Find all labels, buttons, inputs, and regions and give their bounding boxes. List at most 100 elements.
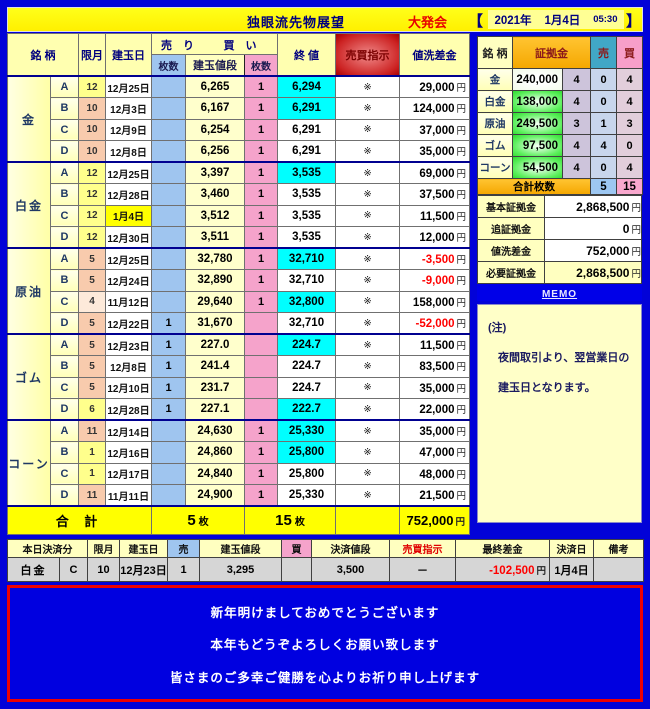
- contract-month-cell: 5: [78, 247, 106, 270]
- margin-header-margin: 証拠金: [512, 36, 591, 69]
- yen-unit: 円: [456, 125, 467, 137]
- diff-cell: -3,500 円: [399, 247, 471, 270]
- open-price-cell: 32,890: [185, 269, 245, 292]
- settle-date-cell: 1月4日: [549, 557, 594, 582]
- yen-unit: 円: [456, 233, 467, 244]
- close-price-cell: 6,291: [277, 140, 337, 163]
- row-label-cell: A: [50, 247, 79, 270]
- header-buy-qty: 枚数: [243, 54, 279, 77]
- header-commodity: 銘 柄: [7, 33, 79, 77]
- position-row: B 5 12月8日 1 241.4 224.7 ※ 83,500 円: [8, 355, 471, 378]
- close-price-cell: 25,800: [277, 462, 337, 485]
- sell-qty-cell: [151, 118, 186, 141]
- contract-month-cell: 12: [78, 161, 106, 184]
- summary-label: 値洗差金: [477, 239, 545, 262]
- diff-cell-value: 124,000: [412, 103, 455, 116]
- open-date-cell: 11月12日: [105, 290, 152, 313]
- summary-row: 追証拠金 0 円: [477, 217, 642, 240]
- position-row: B 12 12月28日 3,460 1 3,535 ※ 37,500 円: [8, 183, 471, 206]
- summary-value: 2,868,500 円: [544, 261, 642, 284]
- sell-qty-cell: [151, 441, 186, 464]
- greeting-line: 本年もどうぞよろしくお願い致します: [210, 638, 440, 652]
- buy-qty-cell: [243, 398, 279, 421]
- buy-qty-cell: 1: [243, 204, 279, 227]
- open-date-cell: 12月16日: [105, 441, 152, 464]
- contract-month-cell: 6: [78, 398, 106, 421]
- summary-value-value: 2,868,500: [576, 199, 630, 214]
- open-date-cell: 12月25日: [105, 75, 152, 98]
- row-label-cell: D: [50, 398, 79, 421]
- header-open-price: 建玉値段: [185, 54, 245, 77]
- diff-cell: 158,000 円: [399, 290, 471, 313]
- greeting-line: 新年明けましておめでとうございます: [210, 605, 440, 620]
- diff-cell: 37,000 円: [399, 118, 471, 141]
- position-row: C 5 12月10日 1 231.7 224.7 ※ 35,000 円: [8, 376, 471, 399]
- margin-amount-cell: 97,500: [512, 134, 563, 157]
- instruction-cell: ※: [335, 333, 401, 356]
- contract-month-cell: 5: [78, 355, 106, 378]
- yen-unit: 円: [456, 255, 467, 266]
- row-label-cell: A: [50, 419, 79, 442]
- instruction-cell: ※: [335, 441, 401, 464]
- totals-spacer: [335, 505, 401, 535]
- sell-qty-cell: [151, 419, 186, 442]
- margin-amount-cell: 240,000: [512, 68, 563, 91]
- contract-month-cell: 12: [78, 75, 106, 98]
- commodity-cell: ゴム: [7, 333, 51, 421]
- yen-unit: 円: [456, 491, 467, 502]
- close-price-cell: 3,535: [277, 161, 337, 184]
- row-label-cell: C: [50, 290, 79, 313]
- settle-header-4: 建玉値段: [199, 539, 282, 558]
- open-date-cell: 1月4日: [105, 204, 152, 227]
- yen-unit: 円: [456, 297, 467, 309]
- diff-cell-value: 37,500: [419, 189, 455, 202]
- yen-unit: 円: [631, 202, 641, 214]
- commodity-cell: 原油: [7, 247, 51, 335]
- settle-buy-qty-cell: [281, 557, 312, 582]
- settle-header-3: 売: [167, 539, 200, 558]
- margin-count-cell: 4: [562, 90, 591, 113]
- summary-row: 値洗差金 752,000 円: [477, 239, 642, 262]
- open-date-cell: 12月30日: [105, 226, 152, 249]
- open-price-cell: 24,630: [185, 419, 245, 442]
- open-price-cell: 227.0: [185, 333, 245, 356]
- sell-qty-cell: [151, 290, 186, 313]
- diff-cell: 69,000 円: [399, 161, 471, 184]
- yen-unit: 円: [631, 224, 641, 236]
- margin-amount-cell: 54,500: [512, 156, 563, 179]
- row-label-cell: D: [50, 484, 79, 507]
- settle-month-cell: 10: [87, 557, 120, 582]
- yen-unit: 円: [456, 383, 467, 395]
- settle-header-9: 決済日: [549, 539, 594, 558]
- instruction-cell: ※: [335, 419, 401, 442]
- buy-qty-cell: 1: [243, 290, 279, 313]
- diff-cell: 11,500 円: [399, 204, 471, 227]
- margin-buy-cell: 4: [616, 90, 643, 113]
- open-date-cell: 12月8日: [105, 140, 152, 163]
- contract-month-cell: 10: [78, 118, 106, 141]
- summary-row: 必要証拠金 2,868,500 円: [477, 261, 642, 284]
- yen-unit: 円: [456, 362, 467, 374]
- contract-month-cell: 12: [78, 183, 106, 206]
- close-price-cell: 32,710: [277, 312, 337, 335]
- settle-label-cell: C: [59, 557, 88, 582]
- margin-buy-cell: 3: [616, 112, 643, 135]
- contract-month-cell: 5: [78, 376, 106, 399]
- instruction-cell: ※: [335, 75, 401, 98]
- margin-sell-cell: 1: [590, 112, 617, 135]
- diff-cell: -52,000 円: [399, 312, 471, 335]
- settle-header-8: 最終差金: [455, 539, 550, 558]
- settle-header-6: 決済値段: [311, 539, 390, 558]
- instruction-cell: ※: [335, 226, 401, 249]
- close-price-cell: 3,535: [277, 183, 337, 206]
- margin-total-sell: 5: [590, 178, 617, 195]
- diff-cell: 35,000 円: [399, 419, 471, 442]
- margin-commodity-cell: ゴム: [477, 134, 513, 157]
- memo-link[interactable]: MEMO: [541, 289, 578, 300]
- close-price-cell: 224.7: [277, 355, 337, 378]
- yen-unit: 円: [536, 565, 546, 577]
- position-row: B 1 12月16日 24,860 1 25,800 ※ 47,000 円: [8, 441, 471, 464]
- margin-row: コーン 54,500 4 0 4: [477, 156, 643, 179]
- open-date-cell: 12月9日: [105, 118, 152, 141]
- header-sell-qty: 枚数: [151, 54, 186, 77]
